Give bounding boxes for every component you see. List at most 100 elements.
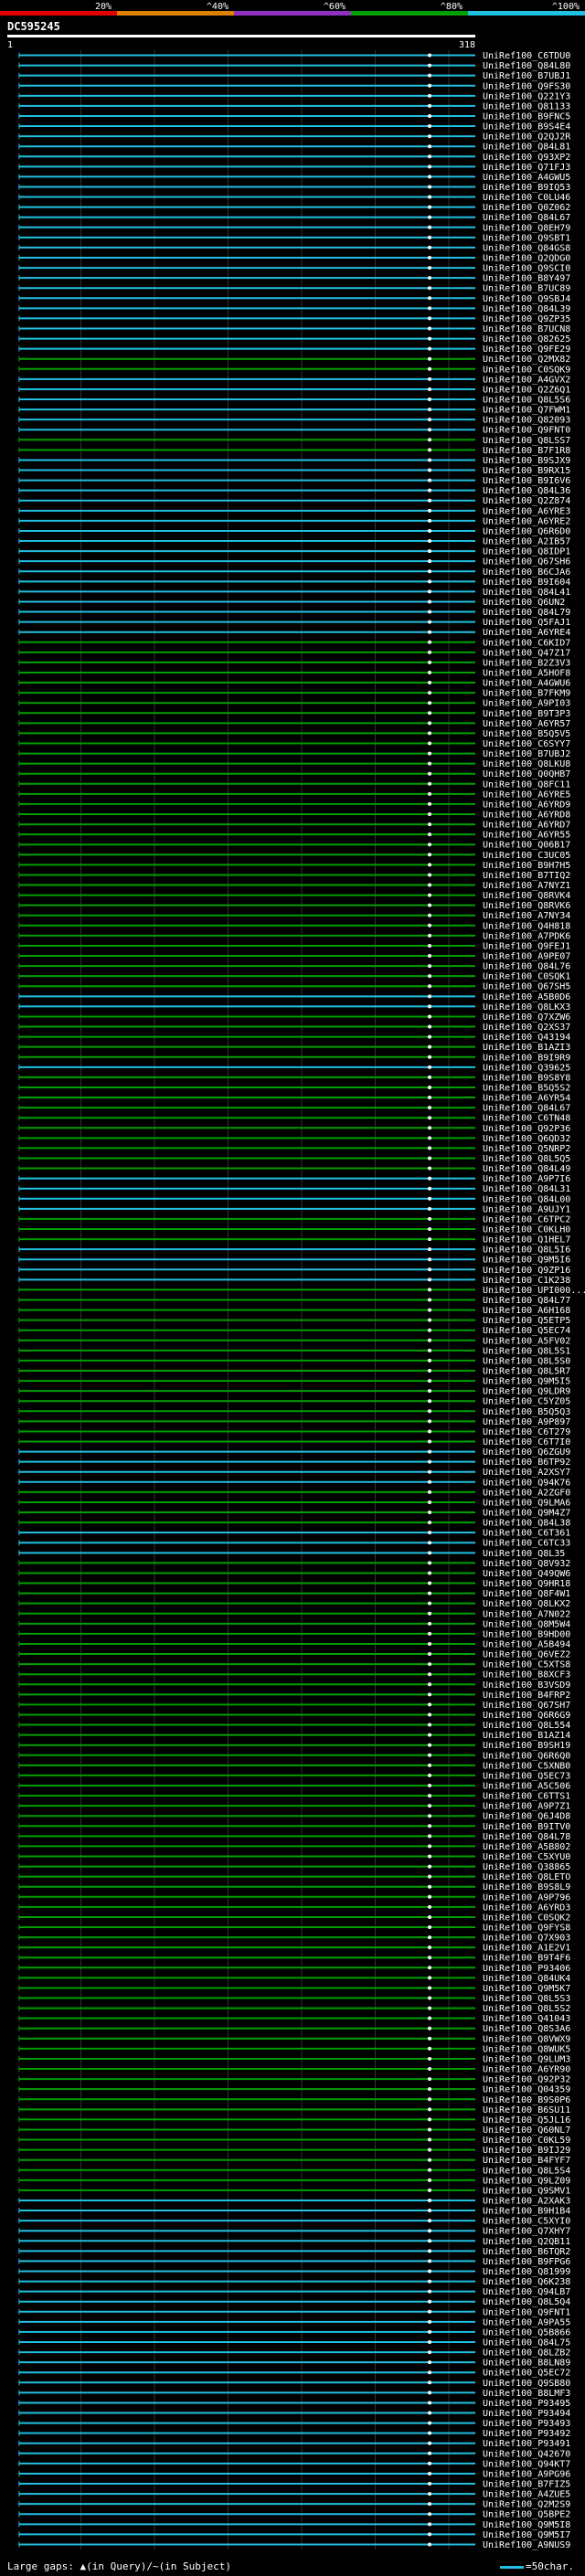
row-label[interactable]: UniRef100_B1AZ14 [483,1731,570,1741]
row-label[interactable]: UniRef100_Q8LETO [483,1872,570,1882]
row-label[interactable]: UniRef100_Q221Y3 [483,91,570,101]
row-label[interactable]: UniRef100_Q43194 [483,1033,570,1043]
row-label[interactable]: UniRef100_A7NY34 [483,911,570,921]
row-label[interactable]: UniRef100_Q84GS8 [483,243,570,253]
row-label[interactable]: UniRef100_B6SU11 [483,2105,570,2115]
row-label[interactable]: UniRef100_C6KID7 [483,638,570,648]
row-label[interactable]: UniRef100_Q8L5S3 [483,1994,570,2004]
row-label[interactable]: UniRef100_P93494 [483,2409,570,2419]
row-label[interactable]: UniRef100_Q5FAJ1 [483,618,570,628]
row-label[interactable]: UniRef100_B6TP92 [483,1458,570,1468]
row-label[interactable]: UniRef100_Q39625 [483,1063,570,1073]
row-label[interactable]: UniRef100_Q6VEZ2 [483,1650,570,1660]
row-label[interactable]: UniRef100_A7NYZ1 [483,881,570,891]
row-label[interactable]: UniRef100_Q8LZB2 [483,2348,570,2359]
row-label[interactable]: UniRef100_Q7X903 [483,1934,570,1944]
row-label[interactable]: UniRef100_Q9FNT0 [483,426,570,436]
row-label[interactable]: UniRef100_Q8FC11 [483,779,570,790]
row-label[interactable]: UniRef100_Q84L81 [483,143,570,153]
row-label[interactable]: UniRef100_Q8L554 [483,1721,570,1731]
row-label[interactable]: UniRef100_P93493 [483,2419,570,2429]
row-label[interactable]: UniRef100_B9S4E4 [483,122,570,133]
row-label[interactable]: UniRef100_Q71FJ3 [483,163,570,173]
row-label[interactable]: UniRef100_B9FNC5 [483,111,570,122]
row-label[interactable]: UniRef100_B9I6V6 [483,476,570,486]
row-label[interactable]: UniRef100_Q6R6G9 [483,1711,570,1721]
row-label[interactable]: UniRef100_A6YRD9 [483,800,570,810]
row-label[interactable]: UniRef100_Q6ZGU9 [483,1447,570,1458]
row-label[interactable]: UniRef100_B9I9R9 [483,1053,570,1063]
row-label[interactable]: UniRef100_Q94KT7 [483,2459,570,2469]
row-label[interactable]: UniRef100_B7UC89 [483,284,570,294]
row-label[interactable]: UniRef100_Q8L5S4 [483,2166,570,2176]
row-label[interactable]: UniRef100_A4GWU5 [483,173,570,183]
row-label[interactable]: UniRef100_Q9M4Z7 [483,1509,570,1519]
row-label[interactable]: UniRef100_Q0QHB7 [483,769,570,779]
row-label[interactable]: UniRef100_Q9FYS8 [483,1924,570,1934]
row-label[interactable]: UniRef100_Q8L5R7 [483,1367,570,1377]
row-label[interactable]: UniRef100_A9NUS9 [483,2540,570,2550]
row-label[interactable]: UniRef100_B9IJ29 [483,2146,570,2156]
row-label[interactable]: UniRef100_C5YZ05 [483,1397,570,1407]
row-label[interactable]: UniRef100_Q41043 [483,2014,570,2024]
row-label[interactable]: UniRef100_A5B0D6 [483,992,570,1002]
row-label[interactable]: UniRef100_Q8M5W4 [483,1619,570,1629]
row-label[interactable]: UniRef100_P93406 [483,1964,570,1974]
row-label[interactable]: UniRef100_Q84L39 [483,304,570,314]
row-label[interactable]: UniRef100_Q5B866 [483,2327,570,2337]
row-label[interactable]: UniRef100_B9S8L9 [483,1882,570,1892]
row-label[interactable]: UniRef100_P93491 [483,2439,570,2449]
row-label[interactable]: UniRef100_Q9SB80 [483,2379,570,2389]
row-label[interactable]: UniRef100_A6YR90 [483,2065,570,2075]
row-label[interactable]: UniRef100_B9S0P6 [483,2095,570,2105]
row-label[interactable]: UniRef100_Q9SBJ4 [483,294,570,304]
row-label[interactable]: UniRef100_B8LN89 [483,2359,570,2369]
row-label[interactable]: UniRef100_C0SQK1 [483,972,570,982]
row-label[interactable]: UniRef100_B7UCN8 [483,324,570,334]
row-label[interactable]: UniRef100_Q84L79 [483,608,570,618]
row-label[interactable]: UniRef100_Q84L75 [483,2338,570,2348]
row-label[interactable]: UniRef100_P93492 [483,2429,570,2439]
row-label[interactable]: UniRef100_B9SJX9 [483,456,570,466]
row-label[interactable]: UniRef100_B7TIQ2 [483,871,570,881]
row-label[interactable]: UniRef100_Q6R6D0 [483,526,570,536]
row-label[interactable]: UniRef100_A2ZGF0 [483,1488,570,1498]
row-label[interactable]: UniRef100_Q8L5S1 [483,1346,570,1356]
row-label[interactable]: UniRef100_Q2QDG0 [483,253,570,263]
row-label[interactable]: UniRef100_Q5JL16 [483,2115,570,2125]
row-label[interactable]: UniRef100_C6T7I0 [483,1437,570,1447]
row-label[interactable]: UniRef100_C5XYU0 [483,1852,570,1862]
row-label[interactable]: UniRef100_Q9FS30 [483,81,570,91]
row-label[interactable]: UniRef100_Q81133 [483,101,570,111]
row-label[interactable]: UniRef100_C6T279 [483,1427,570,1437]
row-label[interactable]: UniRef100_Q8S3A6 [483,2024,570,2034]
row-label[interactable]: UniRef100_Q42670 [483,2449,570,2459]
row-label[interactable]: UniRef100_Q84UK4 [483,1974,570,1984]
row-label[interactable]: UniRef100_Q84L38 [483,1519,570,1529]
row-label[interactable]: UniRef100_C6T361 [483,1529,570,1539]
row-label[interactable]: UniRef100_Q06B17 [483,841,570,851]
row-label[interactable]: UniRef100_A4ZUE5 [483,2490,570,2500]
row-label[interactable]: UniRef100_C5XTS8 [483,1660,570,1670]
row-label[interactable]: UniRef100_B6TQR2 [483,2247,570,2257]
row-label[interactable]: UniRef100_C6TPC2 [483,1214,570,1224]
row-label[interactable]: UniRef100_A6YR55 [483,831,570,841]
row-label[interactable]: UniRef100_A6YRD7 [483,821,570,831]
row-label[interactable]: UniRef100_Q84L00 [483,1194,570,1204]
row-label[interactable]: UniRef100_B7FKM9 [483,689,570,699]
row-label[interactable]: UniRef100_Q82093 [483,416,570,426]
row-label[interactable]: UniRef100_A6YR57 [483,719,570,729]
row-label[interactable]: UniRef100_Q9LZ09 [483,2176,570,2186]
row-label[interactable]: UniRef100_C5XNB0 [483,1761,570,1771]
row-label[interactable]: UniRef100_B1AZI3 [483,1043,570,1053]
row-label[interactable]: UniRef100_Q2XS37 [483,1023,570,1033]
row-label[interactable]: UniRef100_Q9FNT1 [483,2307,570,2317]
row-label[interactable]: UniRef100_Q8F4W1 [483,1589,570,1599]
row-label[interactable]: UniRef100_Q2Z6Q1 [483,385,570,395]
row-label[interactable]: UniRef100_B9FPG6 [483,2257,570,2267]
row-label[interactable]: UniRef100_A9PA55 [483,2317,570,2327]
row-label[interactable]: UniRef100_Q84L36 [483,486,570,496]
row-label[interactable]: UniRef100_B7UBJ1 [483,71,570,81]
row-label[interactable]: UniRef100_A5B494 [483,1639,570,1649]
row-label[interactable]: UniRef100_A6YRE3 [483,506,570,516]
